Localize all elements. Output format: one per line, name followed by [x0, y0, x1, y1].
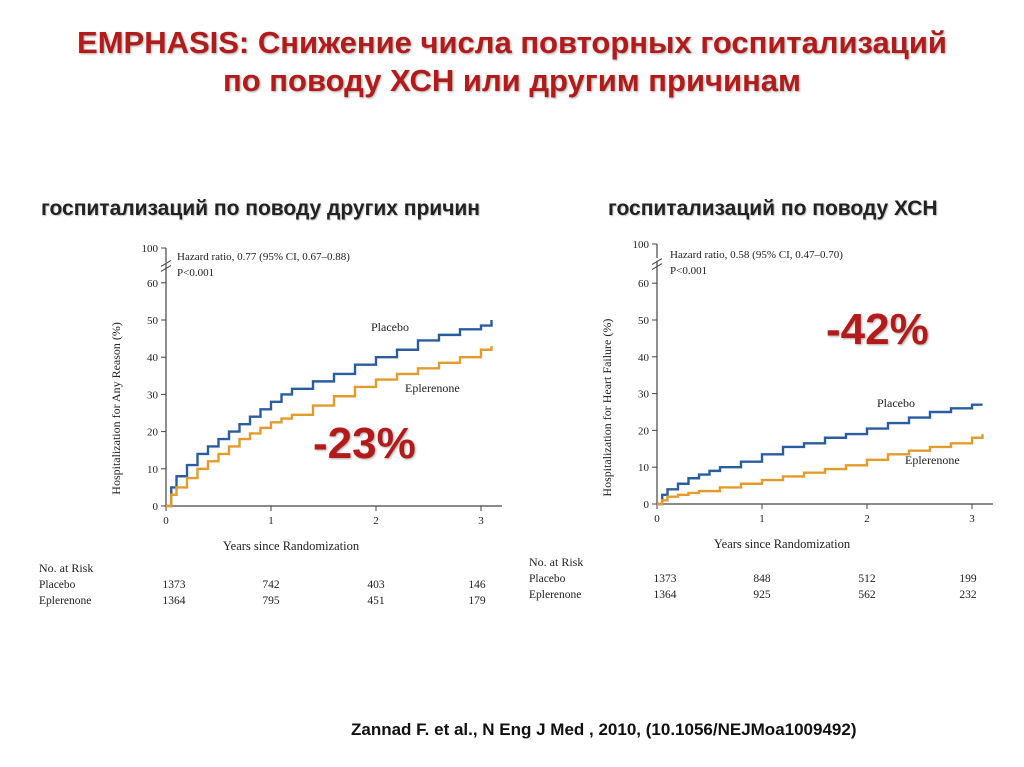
risk-table: No. at Risk Placebo 1373 742 403 146 Eplerenon… — [39, 561, 486, 607]
citation: Zannad F. et al., N Eng J Med , 2010, (1… — [351, 720, 857, 739]
x-axis-label: Years since Randomization — [714, 537, 851, 551]
y-tick-label: 40 — [147, 352, 159, 364]
y-tick-label: 50 — [147, 315, 159, 327]
chart-heading-heart-failure: госпитализаций по поводу ХСН — [608, 197, 938, 220]
x-tick-label: 0 — [654, 513, 660, 525]
p-value-label: P<0.001 — [670, 265, 707, 277]
risk-table-cell: 232 — [959, 589, 977, 601]
risk-table-cell: 925 — [753, 589, 771, 601]
risk-table-cell: 1373 — [163, 579, 186, 591]
series-label-placebo: Placebo — [371, 320, 409, 334]
x-axis-label: Years since Randomization — [223, 539, 360, 553]
x-tick-label: 2 — [373, 515, 379, 527]
y-tick-label: 10 — [638, 462, 650, 474]
risk-table-cell: 742 — [262, 579, 280, 591]
series-line-placebo — [657, 403, 983, 506]
risk-table-header: No. at Risk — [529, 555, 583, 569]
risk-table-cell: 795 — [262, 595, 280, 607]
x-tick-label: 1 — [759, 513, 765, 525]
risk-table-cell: 848 — [753, 573, 771, 585]
series-label-eplerenone: Eplerenone — [905, 453, 960, 467]
risk-table-cell: 562 — [858, 589, 876, 601]
risk-table-row-label: Placebo — [529, 573, 566, 585]
slide-title-line1: EMPHASIS: Снижение числа повторных госпи… — [77, 25, 947, 60]
risk-table: No. at Risk Placebo 1373 848 512 199 Eplerenon… — [529, 555, 977, 601]
y-tick-label: 10 — [147, 464, 159, 476]
y-tick-label: 20 — [638, 425, 650, 437]
risk-table-cell: 199 — [959, 573, 977, 585]
y-axis-label: Hospitalization for Heart Failure (%) — [600, 319, 614, 497]
y-tick-label: 20 — [147, 427, 159, 439]
series-line-eplerenone — [166, 346, 493, 508]
risk-table-cell: 403 — [367, 579, 385, 591]
risk-table-cell: 451 — [367, 595, 385, 607]
y-tick-label: 60 — [147, 278, 159, 290]
x-tick-label: 3 — [969, 513, 975, 525]
risk-table-row-label: Eplerenone — [529, 589, 581, 601]
y-tick-label: 0 — [153, 501, 159, 513]
x-tick-label: 0 — [163, 515, 169, 527]
y-tick-label: 0 — [644, 499, 650, 511]
risk-table-row-label: Eplerenone — [39, 595, 91, 607]
y-tick-label: 100 — [633, 239, 650, 251]
y-tick-label: 30 — [147, 389, 159, 401]
x-tick-label: 3 — [478, 515, 484, 527]
p-value-label: P<0.001 — [177, 267, 214, 279]
series-label-eplerenone: Eplerenone — [405, 381, 460, 395]
km-chart-heart-failure: 0 10 20 30 40 50 60 100 0 1 2 3 Years since Randomiz… — [529, 234, 995, 619]
reduction-label-any-reason: -23% — [313, 419, 416, 468]
y-tick-label: 100 — [142, 243, 159, 255]
risk-table-cell: 179 — [468, 595, 486, 607]
km-chart-any-reason: 0 10 20 30 40 50 60 100 0 1 2 3 Years since Randomiz… — [39, 236, 502, 631]
risk-table-cell: 1373 — [654, 573, 677, 585]
x-tick-label: 2 — [864, 513, 870, 525]
y-tick-label: 60 — [638, 278, 650, 290]
x-tick-label: 1 — [268, 515, 274, 527]
km-chart-any-reason-svg: 0 10 20 30 40 50 60 100 0 1 2 3 Years since Randomiz… — [39, 243, 502, 607]
y-tick-label: 50 — [638, 315, 650, 327]
y-axis-label: Hospitalization for Any Reason (%) — [109, 322, 123, 495]
chart-heading-other-causes: госпитализаций по поводу других причин — [41, 197, 480, 220]
chart-0-plot-group: 0 10 20 30 40 50 60 100 0 1 2 3 Years since Randomiz… — [109, 243, 502, 553]
risk-table-cell: 1364 — [163, 595, 186, 607]
series-label-placebo: Placebo — [877, 396, 915, 410]
hazard-ratio-label: Hazard ratio, 0.58 (95% CI, 0.47–0.70) — [670, 249, 843, 261]
slide-title-line2: по поводу ХСН или другим причинам — [223, 63, 801, 98]
series-line-placebo — [166, 320, 493, 508]
risk-table-row-label: Placebo — [39, 579, 76, 591]
risk-table-cell: 1364 — [654, 589, 677, 601]
slide-title: EMPHASIS: Снижение числа повторных госпи… — [0, 24, 1024, 100]
chart-1-plot-group: 0 10 20 30 40 50 60 100 0 1 2 3 Years since Randomiz… — [600, 239, 993, 551]
risk-table-header: No. at Risk — [39, 561, 93, 575]
risk-table-cell: 512 — [858, 573, 876, 585]
series-line-eplerenone — [657, 434, 984, 506]
reduction-label-heart-failure: -42% — [826, 305, 929, 354]
risk-table-cell: 146 — [468, 579, 486, 591]
y-tick-label: 30 — [638, 389, 650, 401]
hazard-ratio-label: Hazard ratio, 0.77 (95% CI, 0.67–0.88) — [177, 251, 350, 263]
y-tick-label: 40 — [638, 352, 650, 364]
y-axis-break-mark — [160, 264, 172, 272]
km-chart-heart-failure-svg: 0 10 20 30 40 50 60 100 0 1 2 3 Years since Randomiz… — [529, 239, 993, 601]
